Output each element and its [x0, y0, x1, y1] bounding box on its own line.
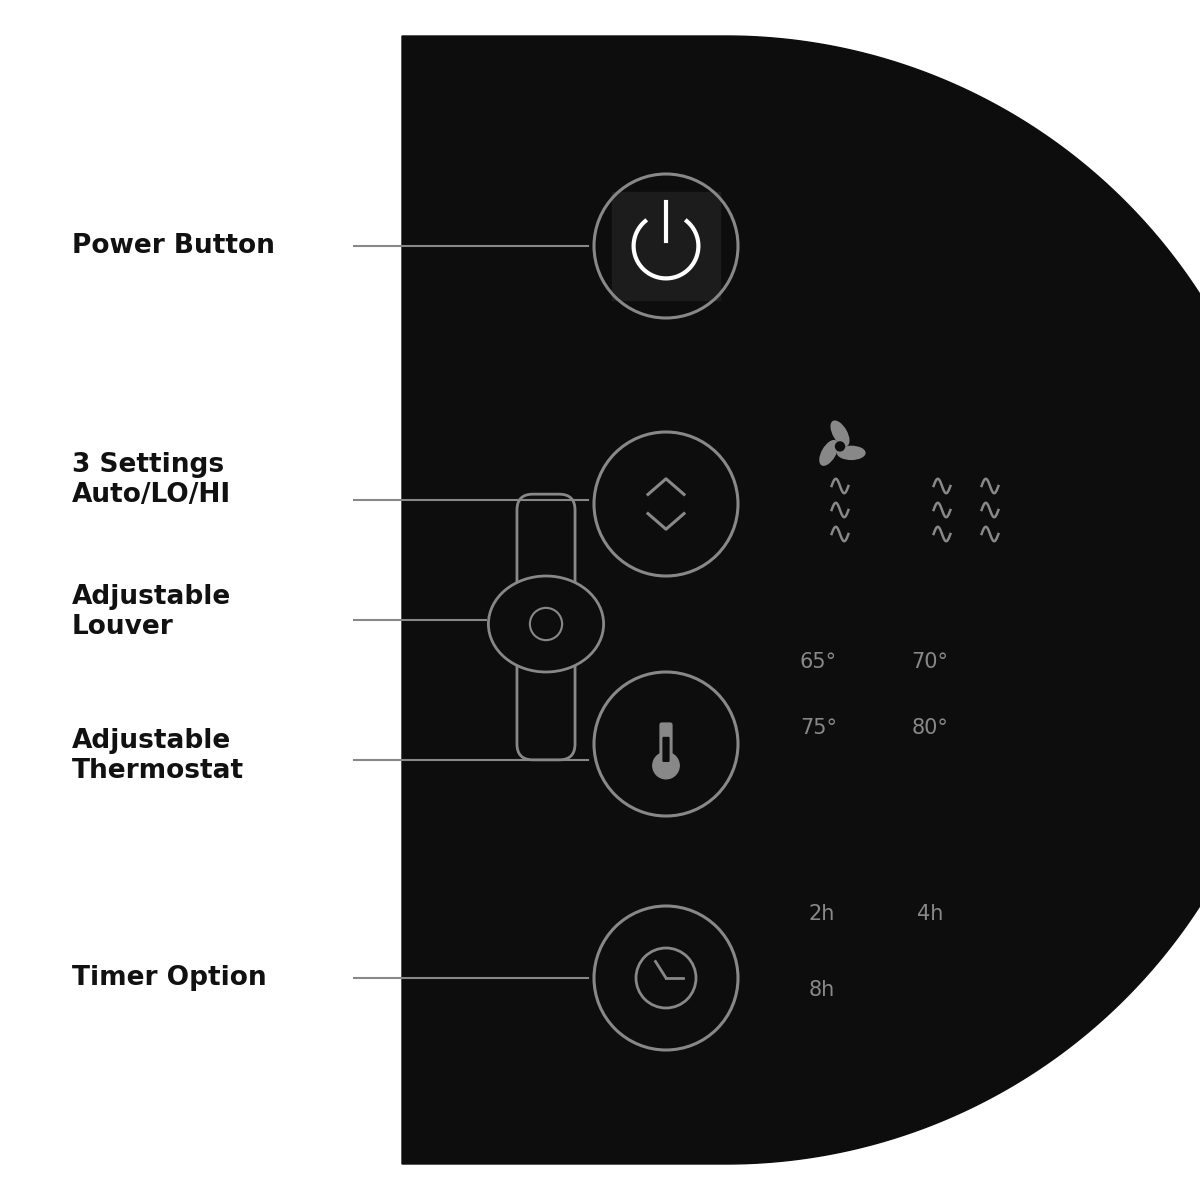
- Ellipse shape: [820, 440, 839, 466]
- Text: Adjustable
Thermostat: Adjustable Thermostat: [72, 728, 244, 784]
- Circle shape: [835, 442, 845, 451]
- Polygon shape: [402, 36, 1200, 1164]
- Ellipse shape: [488, 576, 604, 672]
- Text: 80°: 80°: [912, 719, 948, 738]
- Text: Power Button: Power Button: [72, 233, 275, 259]
- Text: Adjustable
Louver: Adjustable Louver: [72, 584, 232, 640]
- FancyBboxPatch shape: [660, 722, 673, 768]
- Circle shape: [653, 752, 679, 779]
- Text: 4h: 4h: [917, 905, 943, 924]
- Text: 75°: 75°: [800, 719, 836, 738]
- Text: Timer Option: Timer Option: [72, 965, 266, 991]
- Text: 65°: 65°: [800, 653, 836, 672]
- Text: 3 Settings
Auto/LO/HI: 3 Settings Auto/LO/HI: [72, 452, 232, 508]
- Text: 70°: 70°: [912, 653, 948, 672]
- Text: 8h: 8h: [809, 980, 835, 1000]
- Ellipse shape: [830, 420, 850, 446]
- Text: 2h: 2h: [809, 905, 835, 924]
- FancyBboxPatch shape: [662, 737, 670, 762]
- Ellipse shape: [836, 445, 865, 460]
- Bar: [612, 192, 720, 300]
